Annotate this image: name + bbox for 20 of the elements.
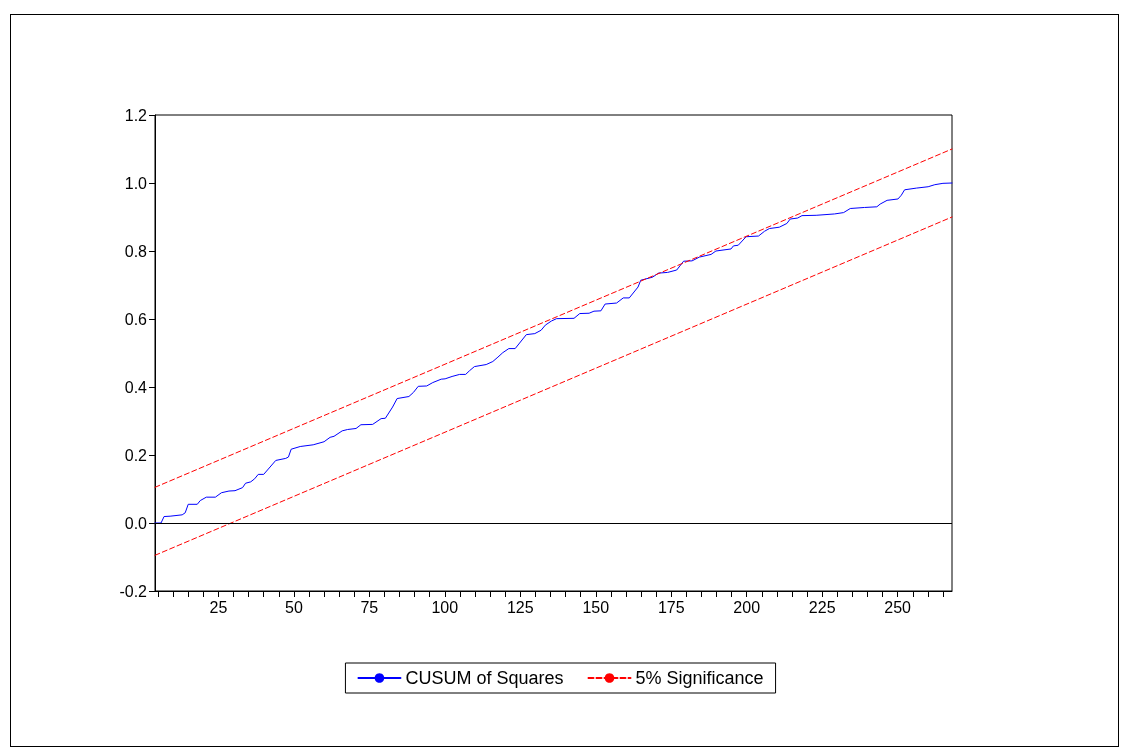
y-tick-label: 0.0: [124, 514, 148, 532]
y-tick-label: 0.2: [124, 446, 148, 464]
x-tick-label: 200: [733, 598, 761, 616]
x-tick-label: 175: [657, 598, 685, 616]
y-tick-label: -0.2: [119, 582, 148, 600]
x-tick-label: 225: [808, 598, 836, 616]
y-tick-label: 0.4: [124, 378, 148, 396]
x-tick-label: 100: [431, 598, 459, 616]
x-tick-label: 75: [360, 598, 379, 616]
x-tick-label: 125: [506, 598, 534, 616]
y-tick-label: 0.6: [124, 310, 148, 328]
legend-label: CUSUM of Squares: [405, 668, 564, 688]
y-tick-label: 0.8: [124, 242, 148, 260]
x-tick-label: 25: [209, 598, 228, 616]
y-tick-label: 1.2: [124, 106, 148, 124]
legend-label: 5% Significance: [635, 668, 764, 688]
x-tick-label: 150: [582, 598, 610, 616]
y-tick-label: 1.0: [124, 174, 148, 192]
x-tick-label: 250: [884, 598, 912, 616]
x-tick-label: 50: [284, 598, 303, 616]
